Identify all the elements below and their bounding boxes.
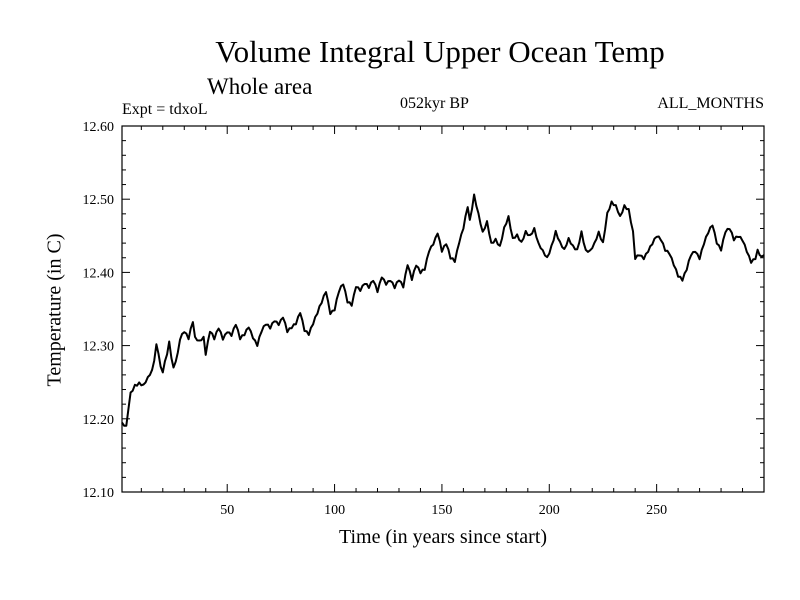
y-tick-label: 12.50	[83, 193, 115, 208]
y-tick-label: 12.10	[83, 486, 115, 501]
months-label: ALL_MONTHS	[657, 95, 764, 112]
series-line	[121, 193, 765, 427]
chart-subtitle: Whole area	[207, 74, 313, 99]
plot-frame	[121, 125, 765, 493]
y-tick-label: 12.40	[83, 266, 115, 281]
experiment-label: Expt = tdxoL	[122, 101, 208, 118]
x-tick-label: 250	[646, 503, 667, 518]
chart-title: Volume Integral Upper Ocean Temp	[215, 34, 665, 69]
x-axis-label: Time (in years since start)	[338, 526, 548, 548]
y-tick-label: 12.60	[83, 120, 115, 135]
tick-labels: 50 100 150 200 250 12.10 12.20 12.30 12.40 12.50 1…	[83, 120, 668, 518]
axis-ticks	[122, 126, 764, 492]
x-tick-label: 150	[431, 503, 452, 518]
x-tick-label: 50	[220, 503, 234, 518]
y-tick-label: 12.30	[83, 340, 115, 355]
x-tick-label: 100	[324, 503, 345, 518]
x-tick-label: 200	[539, 503, 560, 518]
y-tick-label: 12.20	[83, 413, 115, 428]
period-label: 052kyr BP	[400, 95, 469, 112]
